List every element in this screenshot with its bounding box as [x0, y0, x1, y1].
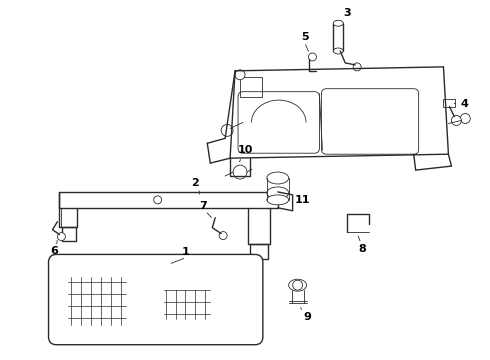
Ellipse shape	[289, 279, 307, 291]
Circle shape	[460, 113, 470, 123]
Ellipse shape	[267, 172, 289, 184]
Circle shape	[154, 196, 162, 204]
Ellipse shape	[267, 195, 289, 205]
Bar	[62, 227, 76, 240]
Ellipse shape	[267, 187, 289, 199]
Ellipse shape	[333, 20, 343, 26]
Text: 2: 2	[192, 178, 199, 188]
Circle shape	[57, 233, 65, 240]
Circle shape	[221, 125, 233, 136]
Bar	[240, 77, 262, 96]
Circle shape	[235, 70, 245, 80]
Text: 10: 10	[237, 145, 253, 155]
Text: 3: 3	[343, 8, 351, 18]
Bar	[333, 23, 343, 51]
Text: 1: 1	[182, 247, 189, 257]
Text: 5: 5	[301, 32, 308, 42]
Circle shape	[353, 63, 361, 71]
Ellipse shape	[333, 48, 343, 54]
Circle shape	[293, 280, 302, 290]
Bar	[250, 243, 268, 260]
Text: 4: 4	[461, 99, 468, 109]
FancyBboxPatch shape	[49, 255, 263, 345]
Circle shape	[233, 165, 247, 179]
Text: 7: 7	[199, 201, 207, 211]
Text: 11: 11	[295, 195, 310, 205]
Text: 6: 6	[50, 247, 58, 256]
Circle shape	[451, 116, 461, 125]
Bar	[443, 99, 455, 107]
Circle shape	[309, 53, 317, 61]
Bar	[59, 192, 278, 208]
Text: 9: 9	[304, 312, 312, 322]
Text: 8: 8	[358, 244, 366, 255]
Circle shape	[219, 231, 227, 239]
